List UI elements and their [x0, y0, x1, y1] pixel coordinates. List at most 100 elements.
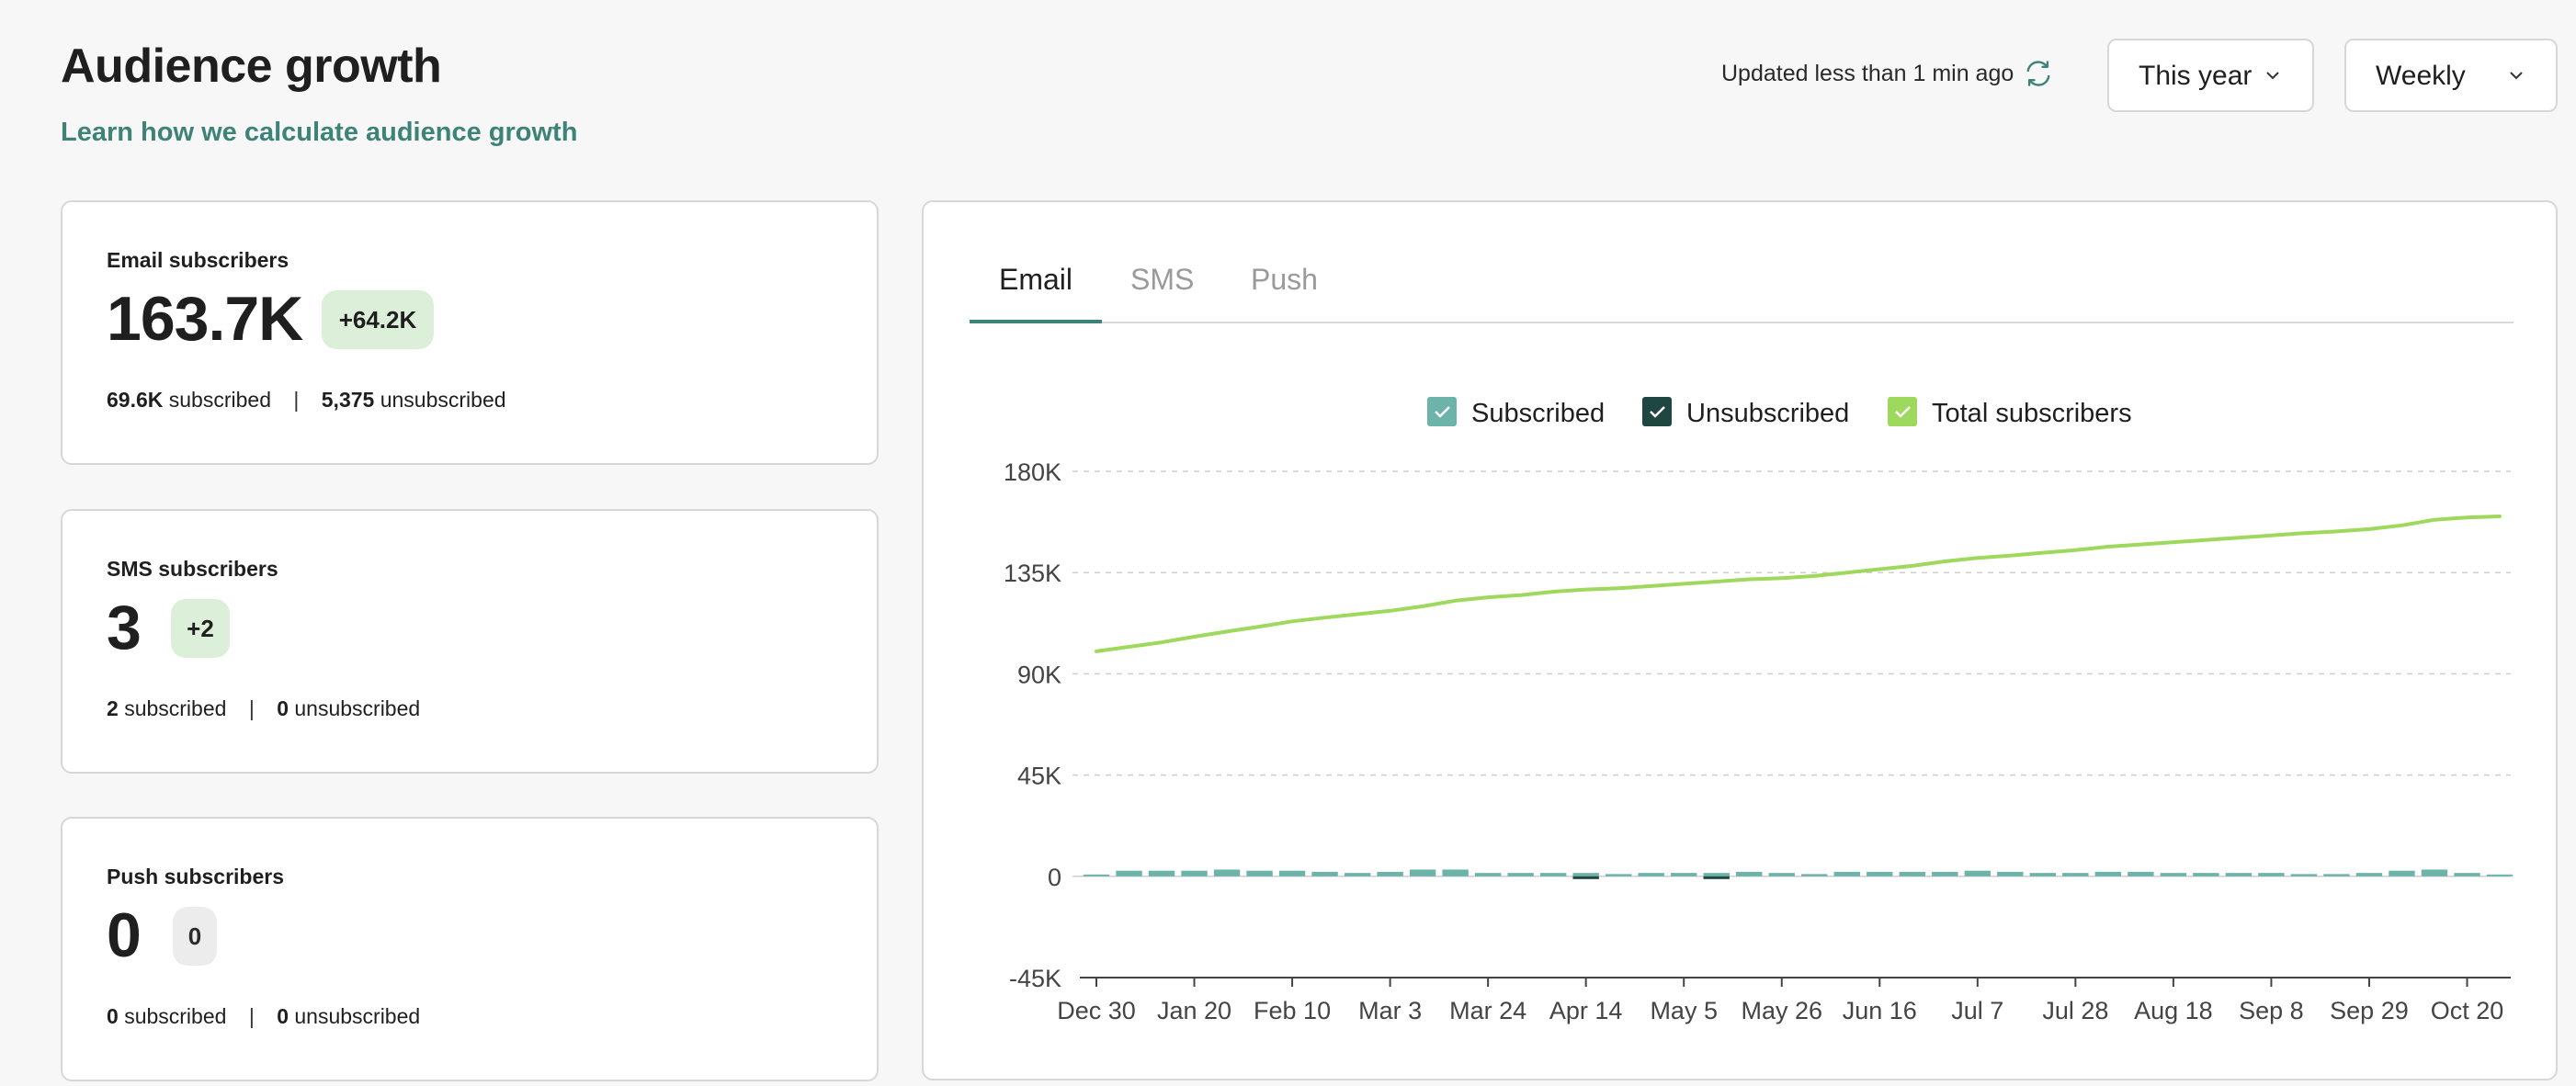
- subscribed-bar: [1213, 869, 1241, 877]
- subscribed-bar: [1181, 870, 1208, 877]
- email-subscribers-card: Email subscribers 163.7K +64.2K 69.6K su…: [61, 200, 879, 465]
- x-tick-label: Mar 3: [1358, 997, 1422, 1024]
- subscribed-bar: [2290, 874, 2318, 877]
- chevron-down-icon: [2510, 72, 2523, 80]
- subscribed-bar: [2454, 873, 2480, 877]
- legend-checkbox: [1888, 397, 1917, 426]
- sms-subscribers-card: SMS subscribers 3 +2 2 subscribed | 0 un…: [61, 509, 879, 774]
- x-tick-label: Oct 20: [2431, 997, 2504, 1024]
- subscribed-bar: [1768, 873, 1795, 877]
- x-tick-label: Sep 29: [2330, 997, 2409, 1024]
- card-breakdown: 2 subscribed | 0 unsubscribed: [107, 696, 420, 721]
- subscribed-bar: [1801, 874, 1828, 877]
- subscribed-bar: [1572, 873, 1599, 877]
- x-tick-label: May 26: [1741, 997, 1822, 1024]
- unsubscribed-count: 0: [277, 1004, 289, 1028]
- check-icon: [1435, 406, 1450, 418]
- refresh-icon[interactable]: [2022, 57, 2055, 90]
- subscribed-bar: [1442, 869, 1469, 877]
- subscribed-bar: [1409, 869, 1436, 877]
- subscribed-bar: [2486, 874, 2514, 877]
- x-tick-label: Feb 10: [1254, 997, 1331, 1024]
- card-value: 0: [107, 900, 142, 970]
- total-subscribers-line: [1095, 515, 2502, 653]
- subscribed-bar: [1638, 873, 1664, 877]
- legend-checkbox: [1642, 397, 1672, 426]
- subscribed-bar: [1344, 873, 1371, 877]
- learn-audience-growth-link[interactable]: Learn how we calculate audience growth: [61, 118, 578, 147]
- x-tick-label: Jan 20: [1157, 997, 1231, 1024]
- page-title: Audience growth: [61, 40, 442, 93]
- card-breakdown: 0 subscribed | 0 unsubscribed: [107, 1004, 420, 1029]
- legend-checkbox: [1427, 397, 1457, 426]
- x-tick-label: Aug 18: [2134, 997, 2213, 1024]
- subscribed-bar: [1932, 871, 1958, 877]
- tab-push[interactable]: Push: [1251, 263, 1318, 296]
- subscribed-bar: [1833, 871, 1860, 877]
- tab-sms[interactable]: SMS: [1130, 263, 1195, 296]
- card-value: 163.7K: [107, 284, 303, 354]
- date-range-select[interactable]: This year: [2107, 39, 2314, 112]
- x-tick-label: Jul 7: [1951, 997, 2003, 1024]
- separator: |: [248, 1004, 255, 1028]
- subscribed-bar: [2323, 874, 2350, 877]
- subscribed-bar: [2225, 873, 2253, 877]
- legend-label: Total subscribers: [1932, 399, 2132, 428]
- subscribed-bar: [2389, 870, 2415, 877]
- unsubscribed-word: unsubscribed: [294, 696, 421, 720]
- subscribed-bar: [1964, 870, 1992, 877]
- frequency-select[interactable]: Weekly: [2344, 39, 2558, 112]
- subscribed-bar: [1997, 871, 2024, 877]
- chart-panel: Email SMS Push 180K 135K 90K 45K 0 -45K Dec 30…: [922, 200, 2558, 1080]
- audience-growth-chart: 180K 135K 90K 45K 0 -45K Dec 30 Jan 20 Feb 10 Mar…: [1004, 397, 2514, 1024]
- subscribed-bar: [2062, 873, 2089, 877]
- subscribed-bar: [1507, 873, 1534, 877]
- push-subscribers-card: Push subscribers 0 0 0 subscribed | 0 un…: [61, 817, 879, 1081]
- subscribed-bar: [1539, 873, 1567, 877]
- subscribed-bar: [2193, 873, 2219, 877]
- y-tick-label: 180K: [1004, 458, 1061, 486]
- change-badge: +64.2K: [322, 290, 434, 349]
- subscribed-bar: [1311, 871, 1338, 877]
- subscribed-bar: [2094, 871, 2122, 877]
- y-tick-label: 135K: [1004, 560, 1061, 587]
- subscribed-count: 2: [107, 696, 119, 720]
- updated-status: Updated less than 1 min ago: [1721, 61, 2014, 86]
- subscribed-bar: [2160, 873, 2187, 877]
- subscribed-bar: [1703, 873, 1730, 877]
- change-badge: 0: [173, 907, 217, 966]
- unsubscribed-bar: [1572, 876, 1599, 879]
- card-label: SMS subscribers: [107, 557, 278, 581]
- legend-label: Unsubscribed: [1686, 399, 1849, 428]
- y-tick-label: 0: [1048, 864, 1061, 891]
- channel-tabs: Email SMS Push: [970, 257, 2514, 323]
- subscribed-bar: [1474, 873, 1502, 877]
- frequency-label: Weekly: [2376, 61, 2466, 91]
- active-tab-indicator: [970, 320, 1102, 323]
- x-tick-label: Apr 14: [1549, 997, 1623, 1024]
- card-label: Push subscribers: [107, 865, 285, 888]
- subscribed-bar: [1671, 873, 1697, 877]
- subscribed-bar: [1899, 871, 1925, 877]
- subscribed-count: 0: [107, 1004, 119, 1028]
- legend-label: Subscribed: [1471, 399, 1605, 428]
- change-badge: +2: [171, 599, 230, 658]
- chevron-down-icon: [2266, 72, 2279, 80]
- x-tick-label: May 5: [1650, 997, 1718, 1024]
- unsubscribed-word: unsubscribed: [380, 388, 506, 412]
- y-tick-label: 90K: [1017, 661, 1061, 688]
- subscribed-bar: [1116, 870, 1142, 877]
- separator: |: [248, 696, 255, 720]
- unsubscribed-word: unsubscribed: [294, 1004, 421, 1028]
- card-breakdown: 69.6K subscribed | 5,375 unsubscribed: [107, 388, 506, 413]
- tab-email[interactable]: Email: [999, 263, 1073, 296]
- subscribed-word: subscribed: [124, 696, 227, 720]
- subscribed-bar: [2128, 871, 2154, 877]
- card-label: Email subscribers: [107, 248, 289, 272]
- subscribed-bar: [1377, 871, 1403, 877]
- subscribed-word: subscribed: [168, 388, 271, 412]
- unsubscribed-bar: [1703, 876, 1730, 879]
- subscribed-count: 69.6K: [107, 388, 164, 412]
- x-tick-label: Mar 24: [1449, 997, 1526, 1024]
- check-icon: [1650, 406, 1665, 418]
